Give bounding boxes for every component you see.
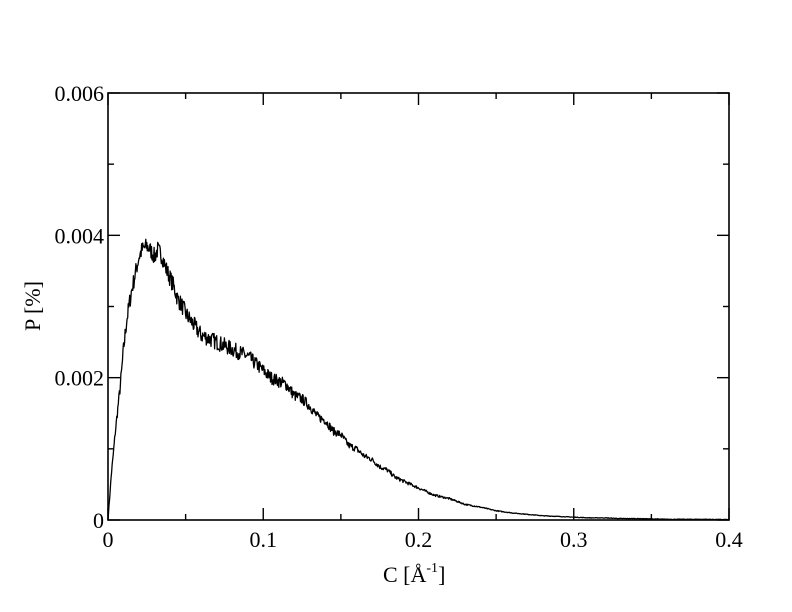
x-tick-label: 0.4 — [715, 527, 743, 552]
x-tick-label: 0.2 — [405, 527, 433, 552]
x-axis-title-superscript: -1 — [426, 561, 438, 576]
tick-labels: 0 0.1 0.2 0.3 0.4 0 0.002 0.004 0.006 — [55, 81, 743, 552]
y-axis-title: P [%] — [20, 281, 45, 331]
x-axis-title-main: C [Å — [383, 562, 427, 587]
y-tick-label: 0 — [93, 508, 104, 533]
y-tick-label: 0.004 — [55, 223, 105, 248]
x-tick-label: 0 — [103, 527, 114, 552]
x-axis-title: C [Å-1] — [383, 561, 445, 587]
series-line — [107, 238, 730, 521]
x-tick-label: 0.3 — [560, 527, 588, 552]
axis-ticks — [107, 92, 730, 521]
plot-frame — [107, 92, 730, 521]
x-axis-title-suffix: ] — [438, 562, 445, 587]
y-tick-label: 0.002 — [55, 366, 105, 391]
y-tick-label: 0.006 — [55, 81, 105, 106]
x-tick-label: 0.1 — [250, 527, 278, 552]
